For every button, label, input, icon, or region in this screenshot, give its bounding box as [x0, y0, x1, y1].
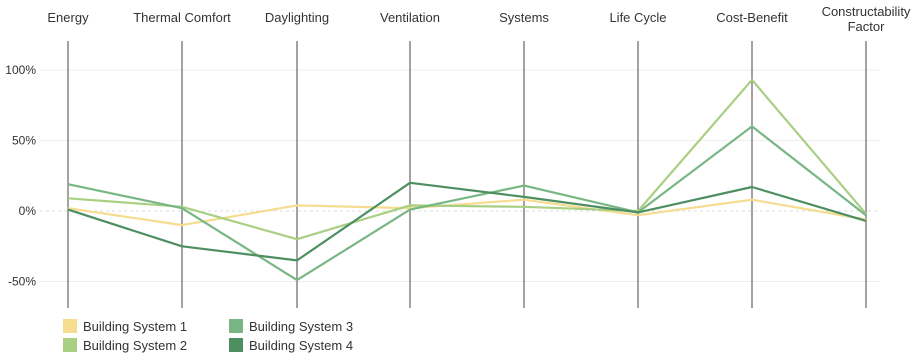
axis-title: Energy — [47, 10, 89, 25]
legend-swatch-4 — [229, 338, 243, 352]
axis-title: Constructability — [822, 4, 911, 19]
series-line-3 — [67, 125, 867, 282]
legend-label-2: Building System 2 — [83, 338, 187, 353]
axis-title: Ventilation — [380, 10, 440, 25]
axis-title: Thermal Comfort — [133, 10, 231, 25]
axis-title: Systems — [499, 10, 549, 25]
legend-label-1: Building System 1 — [83, 319, 187, 334]
axis-title: Factor — [848, 19, 886, 34]
series-layer — [67, 78, 867, 282]
legend-swatch-1 — [63, 319, 77, 333]
series-line-4 — [67, 181, 867, 262]
axes-layer — [67, 41, 867, 308]
legend-swatch-3 — [229, 319, 243, 333]
legend: Building System 1 Building System 2 Buildi… — [63, 319, 353, 353]
labels-layer: 100% 50% 0% -50% Energy Thermal Comfort Daylig… — [5, 4, 911, 289]
legend-swatch-2 — [63, 338, 77, 352]
series-line-1 — [67, 198, 867, 227]
legend-label-3: Building System 3 — [249, 319, 353, 334]
series-line-2 — [67, 78, 867, 241]
y-tick-label: 50% — [12, 134, 36, 148]
axis-title: Daylighting — [265, 10, 329, 25]
grid-layer — [40, 69, 880, 282]
axis-title: Life Cycle — [609, 10, 666, 25]
legend-label-4: Building System 4 — [249, 338, 353, 353]
y-tick-label: -50% — [8, 275, 36, 289]
y-tick-label: 0% — [19, 204, 37, 218]
axis-title: Cost-Benefit — [716, 10, 788, 25]
y-tick-label: 100% — [5, 63, 36, 77]
